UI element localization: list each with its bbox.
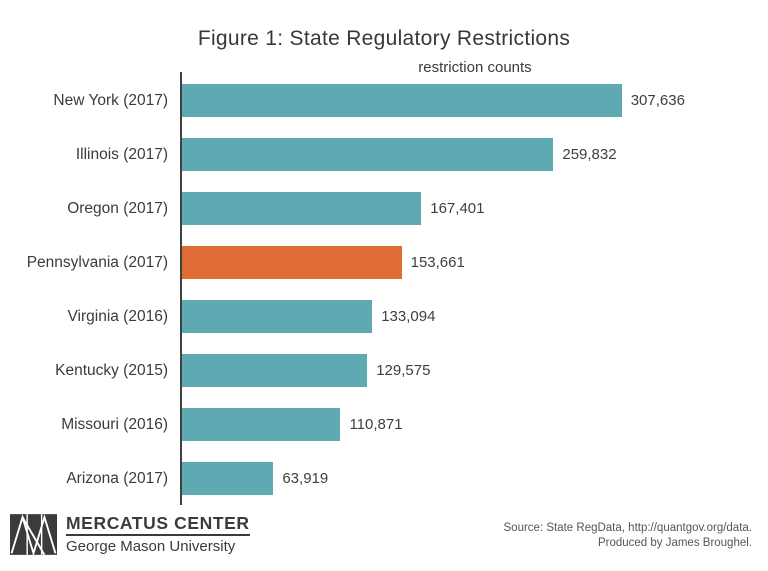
- y-axis-line: [180, 72, 182, 505]
- category-label: Missouri (2016): [61, 415, 168, 433]
- logo-title: MERCATUS CENTER: [66, 513, 250, 533]
- logo-divider: [66, 534, 250, 536]
- bar-track: 129,575: [180, 354, 768, 387]
- bar: [182, 192, 422, 225]
- chart-subtitle: restriction counts: [418, 59, 532, 76]
- value-label: 259,832: [562, 146, 617, 163]
- category-label: Illinois (2017): [75, 145, 168, 163]
- value-label: 167,401: [430, 200, 485, 217]
- source-line-1: Source: State RegData, http://quantgov.o…: [503, 522, 752, 534]
- category-label: Kentucky (2015): [55, 361, 168, 379]
- bar-track: 259,832: [180, 138, 768, 171]
- category-label: Oregon (2017): [67, 199, 168, 217]
- bar: [182, 408, 341, 441]
- category-label: Pennsylvania (2017): [26, 253, 168, 271]
- footer: MERCATUS CENTER George Mason University …: [0, 505, 768, 571]
- bar-row: Arizona (2017) 63,919: [0, 462, 768, 495]
- source-text: Source: State RegData, http://quantgov.o…: [504, 521, 752, 551]
- bar-row: Missouri (2016) 110,871: [0, 408, 768, 441]
- bar-row: Pennsylvania (2017) 153,661: [0, 246, 768, 279]
- mercatus-logo-icon: [10, 513, 57, 555]
- bar-row: New York (2017) 307,636: [0, 84, 768, 117]
- bar-row: Virginia (2016) 133,094: [0, 300, 768, 333]
- value-label: 153,661: [410, 254, 465, 271]
- bar-track: 133,094: [180, 300, 768, 333]
- bar: [182, 246, 402, 279]
- bar: [182, 300, 373, 333]
- bar: [182, 138, 554, 171]
- plot-area: New York (2017) 307,636 Illinois (2017) …: [0, 72, 768, 505]
- bar-track: 167,401: [180, 192, 768, 225]
- category-label: Virginia (2016): [67, 307, 168, 325]
- bar-track: 63,919: [180, 462, 768, 495]
- logo-subtitle: George Mason University: [66, 538, 236, 555]
- mercatus-logo-text: MERCATUS CENTER George Mason University: [66, 513, 250, 555]
- bar-row: Kentucky (2015) 129,575: [0, 354, 768, 387]
- bar: [182, 462, 274, 495]
- bar: [182, 84, 622, 117]
- bar: [182, 354, 368, 387]
- bar-track: 307,636: [180, 84, 768, 117]
- bar-rows: New York (2017) 307,636 Illinois (2017) …: [0, 84, 768, 495]
- source-line-2: Produced by James Broughel.: [597, 537, 752, 549]
- page-title: Figure 1: State Regulatory Restrictions: [197, 27, 571, 50]
- value-label: 133,094: [381, 308, 436, 325]
- mercatus-logo: MERCATUS CENTER George Mason University: [10, 513, 250, 555]
- category-label: New York (2017): [53, 91, 168, 109]
- value-label: 110,871: [349, 416, 403, 433]
- value-label: 307,636: [630, 92, 685, 109]
- category-label: Arizona (2017): [66, 469, 168, 487]
- value-label: 129,575: [376, 362, 431, 379]
- bar-track: 110,871: [180, 408, 768, 441]
- bar-row: Oregon (2017) 167,401: [0, 192, 768, 225]
- bar-row: Illinois (2017) 259,832: [0, 138, 768, 171]
- value-label: 63,919: [282, 470, 329, 487]
- bar-track: 153,661: [180, 246, 768, 279]
